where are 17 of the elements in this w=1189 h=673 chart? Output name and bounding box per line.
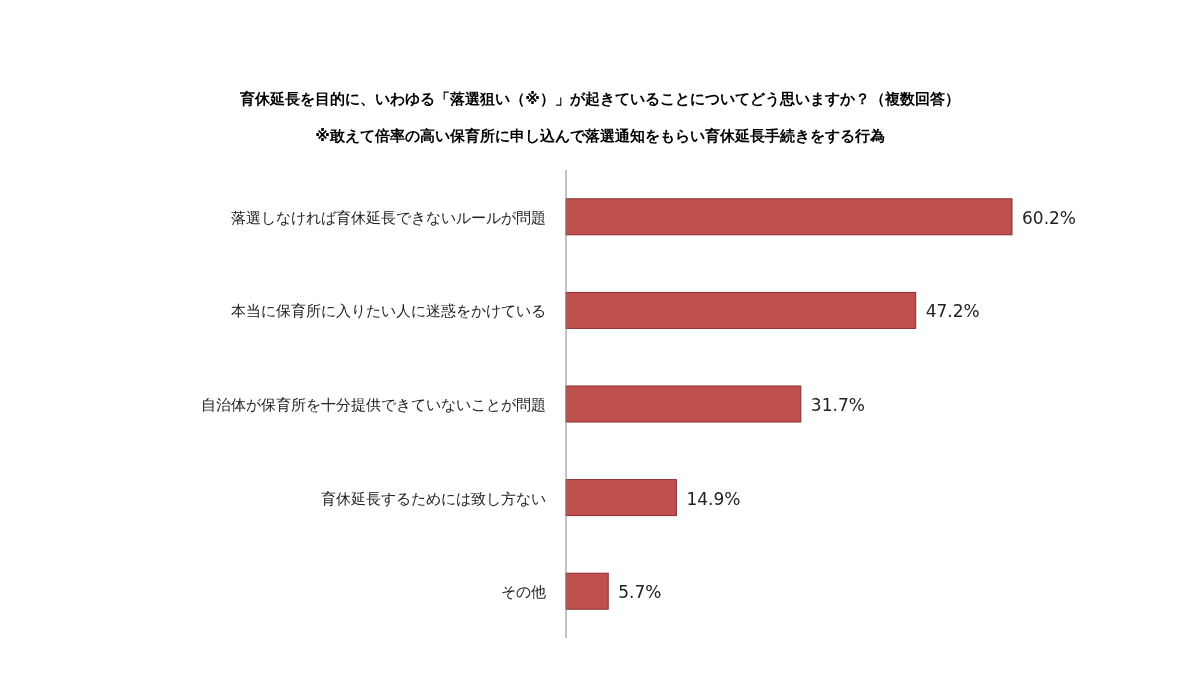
chart-subtitle: ※敢えて倍率の高い保育所に申し込んで落選通知をもらい育休延長手続きをする行為 [315,127,885,145]
data-label: 5.7% [618,582,662,603]
data-label: 60.2% [1022,207,1077,228]
bar [565,291,917,329]
y-tick-label: 落選しなければ育休延長できないルールが問題 [231,208,546,227]
bar [565,385,802,423]
data-label: 47.2% [925,301,980,322]
y-tick-label: 自治体が保育所を十分提供できていないことが問題 [201,396,546,414]
y-tick-label: 本当に保育所に入りたい人に迷惑をかけている [231,302,546,321]
data-label: 14.9% [686,488,741,509]
chart-title: 育休延長を目的に、いわゆる「落選狙い（※）」が起きていることについてどう思いますか？（複数回答） [239,90,960,108]
bar [565,198,1013,236]
bar [565,572,609,610]
data-label: 31.7% [810,395,865,415]
bar [565,479,677,517]
y-tick-label: 育休延長するためには致し方ない [321,489,546,508]
y-tick-label: その他 [501,583,546,602]
